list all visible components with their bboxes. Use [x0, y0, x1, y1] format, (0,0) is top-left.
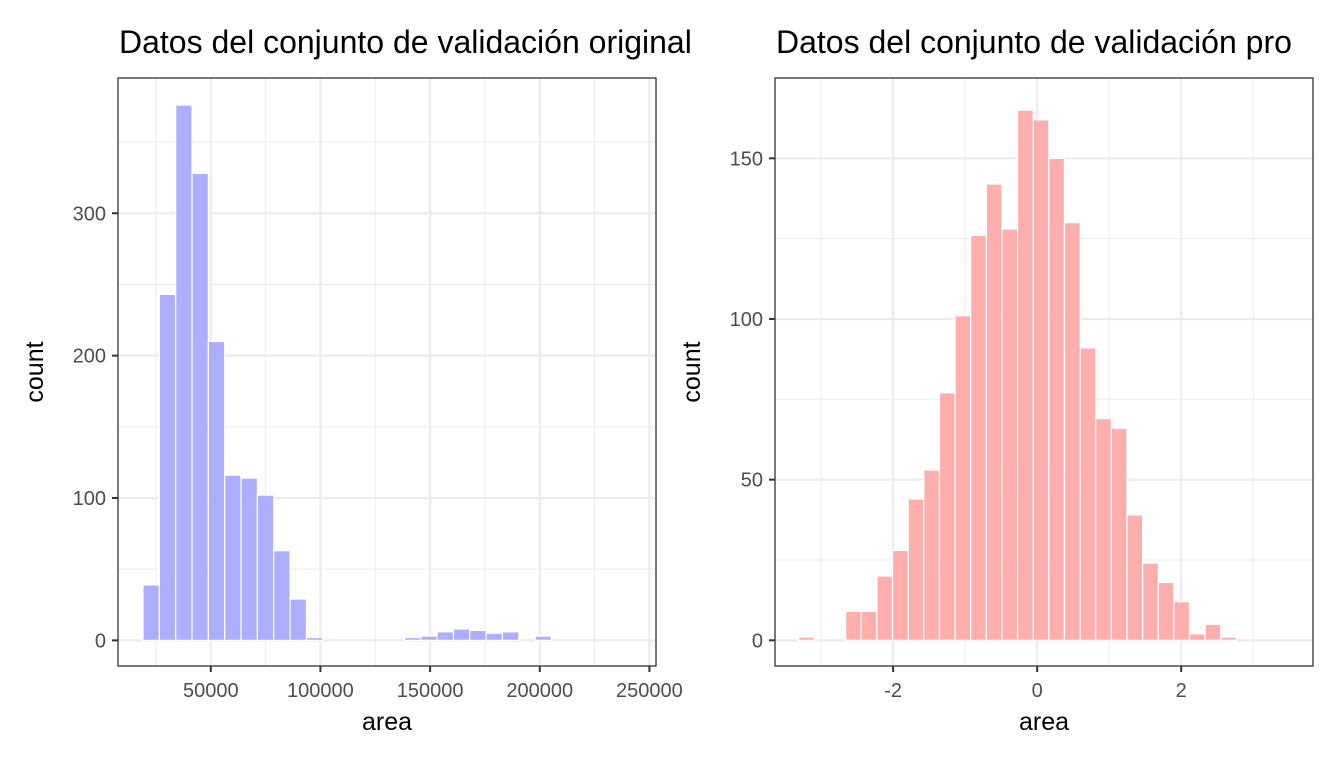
x-tick-label: 2	[1176, 680, 1187, 702]
histogram-bar	[907, 498, 925, 641]
y-axis-title: count	[678, 341, 706, 402]
histogram-bar	[436, 631, 455, 641]
histogram-bar	[891, 549, 909, 641]
histogram-bar	[860, 610, 878, 641]
x-tick-label: 0	[1032, 680, 1043, 702]
x-axis-title: area	[362, 708, 412, 736]
histogram-bar	[158, 293, 177, 641]
histogram-bar	[289, 598, 307, 641]
histogram-bar	[970, 234, 987, 641]
histogram-bar	[1188, 633, 1206, 641]
x-tick-label: 150000	[397, 680, 464, 702]
y-tick-label: 50	[741, 470, 763, 492]
left-chart-title: Datos del conjunto de validación origina…	[119, 24, 692, 60]
x-tick-label: 200000	[506, 680, 573, 702]
right-chart-title: Datos del conjunto de validación pro	[776, 24, 1292, 60]
y-axis-title: count	[21, 341, 49, 402]
histogram-bar	[923, 469, 941, 641]
histogram-bar	[1110, 427, 1128, 641]
histogram-bar	[224, 474, 242, 641]
histogram-bar	[273, 550, 291, 641]
y-tick-label: 0	[752, 630, 763, 652]
histogram-bar	[798, 636, 815, 641]
histogram-bar	[452, 628, 471, 641]
histogram-bar	[142, 584, 160, 641]
panel-border	[774, 77, 1314, 667]
histogram-bar	[1048, 157, 1066, 641]
y-tick-label: 0	[95, 630, 106, 652]
histogram-bar	[534, 635, 553, 641]
histogram-bar	[403, 636, 422, 641]
x-tick-label: 100000	[287, 680, 354, 702]
panel-border	[117, 77, 657, 667]
histogram-bar	[954, 315, 972, 641]
y-tick-label: 100	[730, 309, 763, 331]
histogram-bar	[1204, 623, 1222, 641]
histogram-bar	[1016, 109, 1034, 641]
histogram-bar	[485, 632, 504, 641]
x-axis-title: area	[1019, 708, 1069, 736]
histogram-bar	[1157, 581, 1175, 641]
histogram-bar	[1079, 347, 1097, 641]
x-tick-label: 50000	[183, 680, 239, 702]
histogram-bar	[191, 172, 209, 641]
y-tick-label: 100	[73, 488, 106, 510]
y-tick-label: 150	[730, 148, 763, 170]
histogram-bar	[985, 183, 1003, 641]
histogram-bar	[420, 635, 438, 641]
left-histogram-panel: 50000 100000 150000 200000 250000 0 100 200 300 a…	[21, 77, 683, 736]
histogram-bar	[1063, 221, 1081, 641]
histogram-bar	[1220, 636, 1237, 641]
histogram-bar	[207, 340, 226, 641]
x-tick-label: -2	[884, 680, 902, 702]
histogram-bar	[305, 636, 324, 641]
histogram-bar	[256, 494, 275, 641]
histogram-bar	[876, 575, 894, 641]
y-tick-label: 300	[73, 203, 106, 225]
histogram-bar	[240, 477, 258, 641]
histogram-bar	[1001, 228, 1019, 641]
histogram-bar	[469, 629, 487, 641]
histogram-bar	[175, 104, 193, 641]
histogram-bar	[845, 610, 862, 641]
histogram-bar	[1173, 601, 1191, 641]
histogram-bar	[1141, 562, 1159, 641]
x-tick-label: 250000	[616, 680, 683, 702]
histogram-bar	[1032, 119, 1050, 641]
histogram-bar	[501, 631, 520, 641]
right-histogram-panel: -2 0 2 0 50 100 150 area count	[678, 77, 1314, 736]
y-tick-label: 200	[73, 346, 106, 368]
histogram-bar	[1126, 514, 1144, 641]
histogram-bar	[1095, 417, 1112, 641]
histogram-bar	[938, 392, 956, 641]
